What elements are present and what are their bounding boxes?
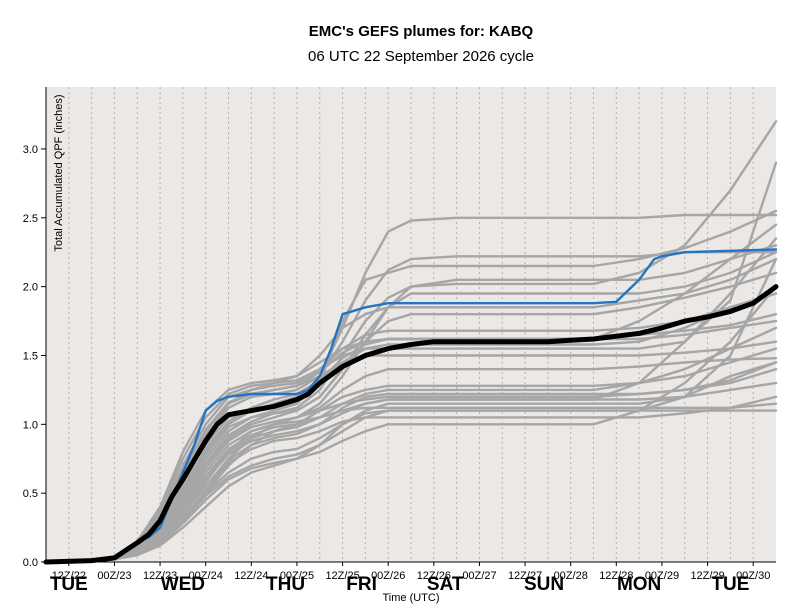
day-label: THU — [266, 574, 305, 595]
ensemble-member-line — [44, 357, 778, 564]
y-axis-ticks: 0.0 0.5 1.0 1.5 2.0 2.5 3.0 — [23, 144, 46, 569]
day-labels: TUE WED THU FRI SAT SUN MON TUE — [50, 574, 750, 595]
ensemble-member-line — [44, 361, 778, 564]
x-axis-label: Time (UTC) — [382, 592, 439, 604]
x-tick-label: 12Z/27 — [508, 570, 542, 582]
x-tick-label: 12Z/25 — [325, 570, 359, 582]
day-label: MON — [617, 574, 661, 595]
x-axis-ticks: 12Z/22 00Z/23 12Z/23 00Z/24 12Z/24 00Z/25 12Z/… — [52, 562, 770, 582]
x-tick-label: 12Z/28 — [599, 570, 633, 582]
y-tick-label: 2.0 — [23, 282, 38, 294]
chart-subtitle: 06 UTC 22 September 2026 cycle — [308, 48, 534, 65]
day-label: WED — [161, 574, 205, 595]
x-tick-label: 12Z/26 — [417, 570, 451, 582]
x-tick-label: 12Z/24 — [234, 570, 268, 582]
ensemble-member-line — [44, 257, 778, 564]
day-label: TUE — [50, 574, 88, 595]
x-tick-label: 12Z/23 — [143, 570, 177, 582]
mean-line — [43, 284, 779, 565]
x-tick-label: 00Z/25 — [280, 570, 314, 582]
ensemble-mean-line — [43, 284, 779, 565]
y-tick-label: 0.5 — [23, 488, 38, 500]
x-tick-label: 00Z/28 — [554, 570, 588, 582]
x-tick-label: 12Z/22 — [52, 570, 86, 582]
ensemble-member-line — [44, 285, 778, 564]
y-tick-label: 2.5 — [23, 213, 38, 225]
y-tick-label: 3.0 — [23, 144, 38, 156]
x-tick-label: 00Z/29 — [645, 570, 679, 582]
x-tick-label: 00Z/26 — [371, 570, 405, 582]
x-tick-label: 00Z/30 — [736, 570, 770, 582]
y-axis-label: Total Accumulated QPF (inches) — [53, 94, 65, 251]
ensemble-member-line — [44, 257, 778, 564]
x-tick-label: 12Z/29 — [690, 570, 724, 582]
y-tick-label: 1.0 — [23, 419, 38, 431]
day-label: SUN — [524, 574, 564, 595]
x-tick-label: 00Z/23 — [97, 570, 131, 582]
y-tick-label: 0.0 — [23, 557, 38, 569]
y-tick-label: 1.5 — [23, 350, 38, 362]
day-label: TUE — [711, 574, 749, 595]
day-label: SAT — [427, 574, 464, 595]
chart-title: EMC's GEFS plumes for: KABQ — [309, 23, 534, 40]
x-tick-label: 00Z/27 — [462, 570, 496, 582]
x-tick-label: 00Z/24 — [189, 570, 223, 582]
day-label: FRI — [346, 574, 377, 595]
